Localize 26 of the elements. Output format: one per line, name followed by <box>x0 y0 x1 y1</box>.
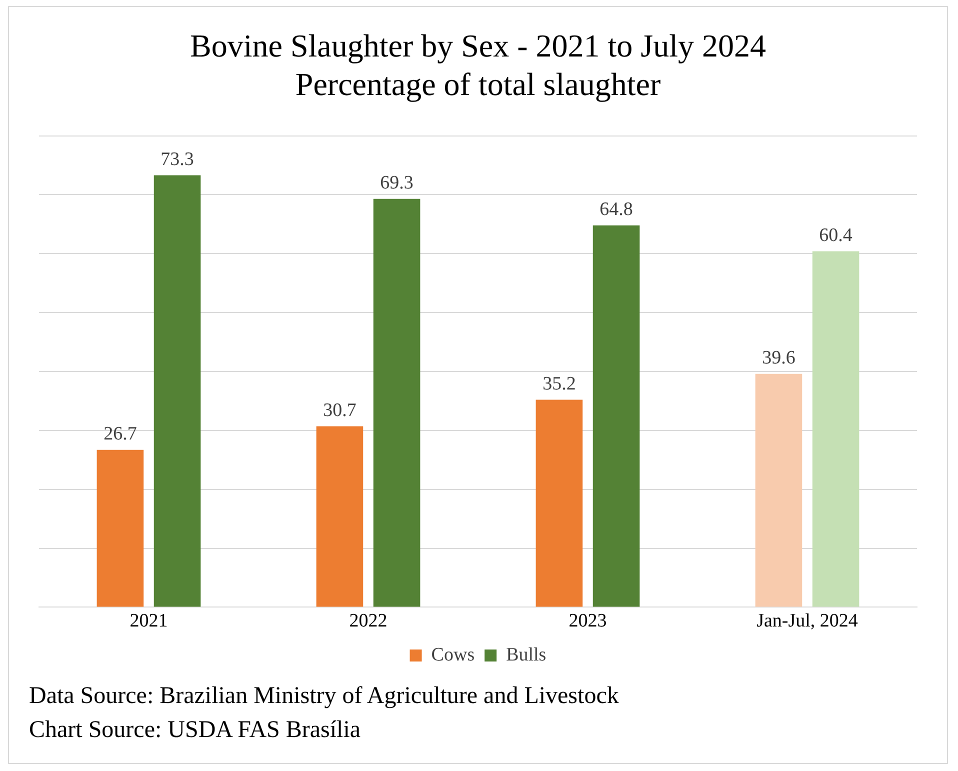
data-label: 30.7 <box>323 400 356 421</box>
bar <box>154 175 201 607</box>
text: Chart Source: USDA FAS Brasília <box>29 716 362 745</box>
x-tick-label: Jan-Jul, 2024 <box>756 610 858 632</box>
bar <box>592 225 640 607</box>
source-note: Data Source: Brazilian Ministry of Agriculture and Livestock <box>29 682 619 711</box>
bar <box>373 198 420 607</box>
chart-subtitle: Percentage of total slaughter <box>295 66 661 102</box>
data-label: 69.3 <box>380 172 414 194</box>
bar <box>316 426 364 607</box>
data-label: 39.6 <box>762 347 796 368</box>
data-label: 26.7 <box>104 423 137 444</box>
data-label: 64.8 <box>600 198 633 220</box>
data-label: 73.3 <box>160 148 194 170</box>
x-tick-label: 2023 <box>568 610 607 632</box>
bar <box>812 251 860 607</box>
x-tick-label: 2021 <box>130 610 168 632</box>
bar <box>536 400 583 607</box>
data-label: 60.4 <box>819 224 853 246</box>
legend-label: Bulls <box>506 644 546 666</box>
bar <box>755 374 802 607</box>
x-tick-label: 2022 <box>349 610 388 632</box>
legend-label: Cows <box>431 644 475 666</box>
chart-title: Bovine Slaughter by Sex - 2021 to July 2024 <box>190 28 766 64</box>
bar <box>96 450 144 607</box>
data-label: 35.2 <box>542 373 576 394</box>
